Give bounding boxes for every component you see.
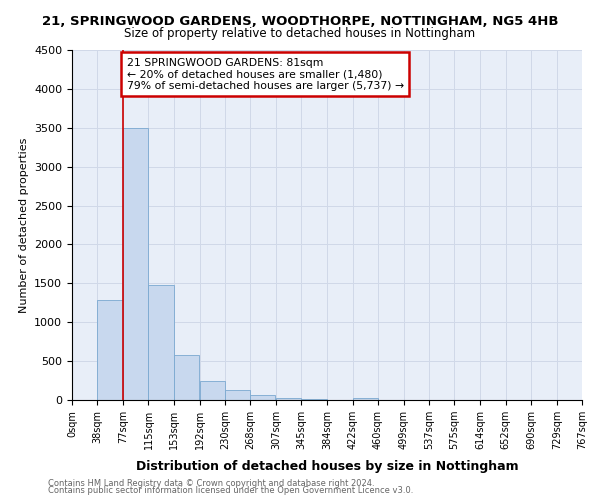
Bar [200, 382, 225, 400]
Bar [123, 128, 148, 400]
Text: Size of property relative to detached houses in Nottingham: Size of property relative to detached ho… [124, 28, 476, 40]
Text: 21 SPRINGWOOD GARDENS: 81sqm
← 20% of detached houses are smaller (1,480)
79% of: 21 SPRINGWOOD GARDENS: 81sqm ← 20% of de… [127, 58, 404, 91]
Y-axis label: Number of detached properties: Number of detached properties [19, 138, 29, 312]
X-axis label: Distribution of detached houses by size in Nottingham: Distribution of detached houses by size … [136, 460, 518, 473]
Text: 21, SPRINGWOOD GARDENS, WOODTHORPE, NOTTINGHAM, NG5 4HB: 21, SPRINGWOOD GARDENS, WOODTHORPE, NOTT… [42, 15, 558, 28]
Bar [276, 398, 301, 400]
Text: Contains public sector information licensed under the Open Government Licence v3: Contains public sector information licen… [48, 486, 413, 495]
Bar [97, 300, 122, 400]
Bar [225, 390, 250, 400]
Bar [174, 356, 199, 400]
Bar [148, 285, 174, 400]
Text: Contains HM Land Registry data © Crown copyright and database right 2024.: Contains HM Land Registry data © Crown c… [48, 478, 374, 488]
Bar [353, 398, 378, 400]
Bar [250, 394, 275, 400]
